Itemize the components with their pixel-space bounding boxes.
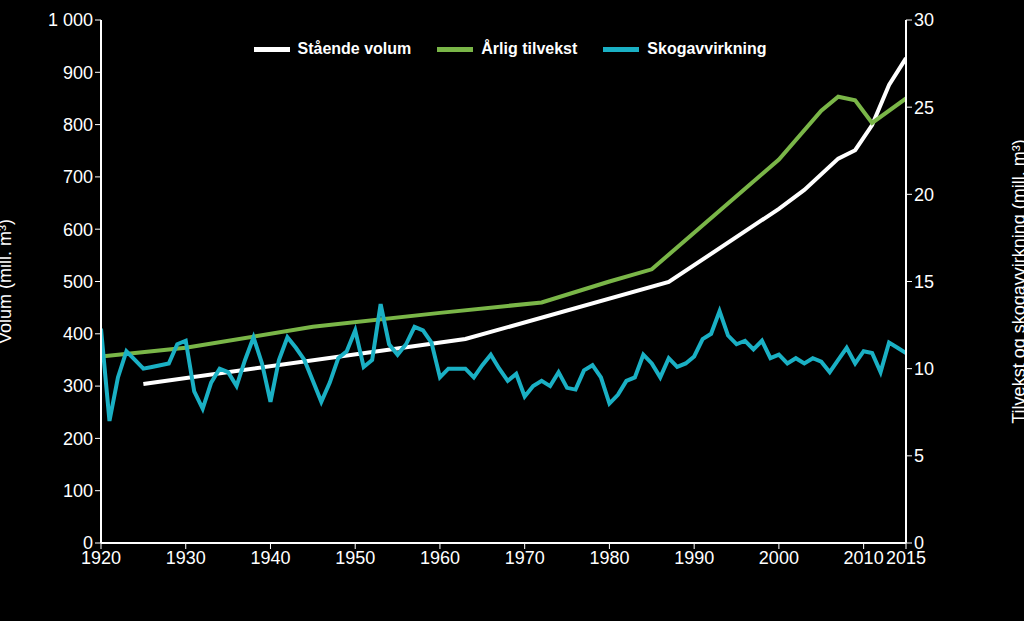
svg-text:5: 5 [914,446,924,466]
svg-text:15: 15 [914,272,934,292]
svg-text:900: 900 [63,63,93,83]
svg-text:2000: 2000 [759,548,799,568]
html-text:Skogavvirkning: Skogavvirkning [647,40,767,57]
svg-text:30: 30 [914,10,934,30]
svg-text:1960: 1960 [420,548,460,568]
svg-text:800: 800 [63,115,93,135]
svg-text:25: 25 [914,98,934,118]
svg-text:1970: 1970 [505,548,545,568]
svg-text:0: 0 [914,533,924,553]
html-text:Stående volum: Stående volum [297,40,412,57]
svg-text:200: 200 [63,429,93,449]
svg-text:700: 700 [63,167,93,187]
html-text:Årlig tilvekst: Årlig tilvekst [481,40,578,57]
svg-text:1990: 1990 [674,548,714,568]
svg-text:1950: 1950 [335,548,375,568]
svg-text:20: 20 [914,185,934,205]
svg-text:2015: 2015 [886,547,926,568]
svg-text:300: 300 [63,376,93,396]
svg-text:1980: 1980 [589,548,629,568]
svg-text:Tilvekst og skogavvirkning (mi: Tilvekst og skogavvirkning (mill. m³) [1009,139,1016,423]
svg-text:Volum (mill. m³): Volum (mill. m³) [8,219,15,344]
svg-text:1940: 1940 [250,548,290,568]
svg-text:1930: 1930 [166,548,206,568]
svg-text:500: 500 [63,272,93,292]
svg-text:400: 400 [63,324,93,344]
svg-text:600: 600 [63,220,93,240]
svg-text:10: 10 [914,359,934,379]
svg-text:1 000: 1 000 [48,10,93,30]
svg-text:1920: 1920 [81,547,121,568]
svg-text:2010: 2010 [844,548,884,568]
svg-text:0: 0 [83,533,93,553]
svg-text:100: 100 [63,481,93,501]
